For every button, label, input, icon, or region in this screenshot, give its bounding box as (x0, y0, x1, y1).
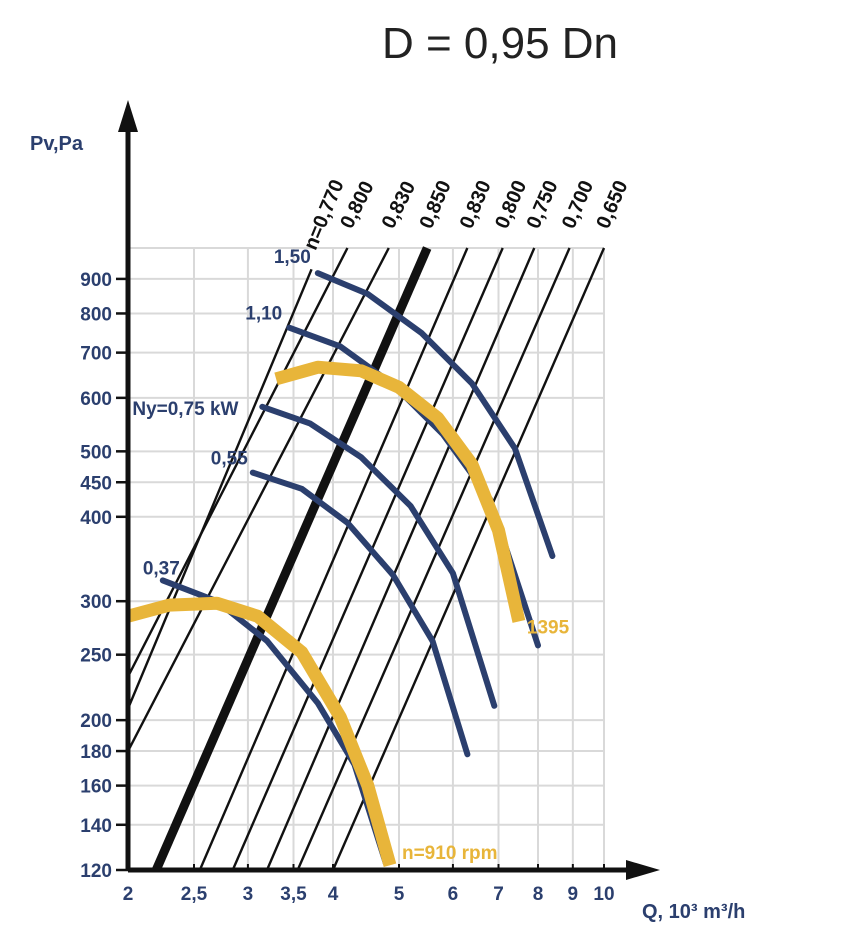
y-tick-label: 250 (80, 646, 112, 667)
x-tick-label: 7 (493, 884, 504, 905)
speed-label: 1395 (527, 617, 570, 638)
efficiency-label: 0,830 (456, 177, 496, 232)
x-tick-label: 5 (394, 884, 405, 905)
efficiency-label: 0,830 (378, 178, 421, 233)
y-tick-label: 120 (80, 861, 112, 882)
chart-title: D = 0,95 Dn (382, 19, 618, 68)
y-tick-label: 400 (80, 508, 112, 529)
power-curve (314, 270, 556, 559)
y-tick-label: 140 (80, 816, 112, 837)
y-tick-label: 500 (80, 442, 112, 463)
power-curve (249, 469, 471, 758)
x-tick-labels: 2 2,5 3 3,5 4 5 6 7 8 9 10 (123, 884, 615, 905)
y-tick-label: 800 (80, 304, 112, 325)
efficiency-line (128, 268, 313, 710)
power-label: 1,10 (245, 304, 282, 325)
efficiency-line (152, 246, 432, 870)
y-tick-label: 700 (80, 344, 112, 365)
power-label: Ny=0,75 kW (132, 399, 238, 420)
x-tick-label: 6 (448, 884, 459, 905)
efficiency-line (296, 247, 571, 870)
speed-curves (126, 360, 526, 867)
x-tick-label: 4 (328, 884, 339, 905)
efficiency-line (265, 247, 536, 870)
x-tick-label: 2 (123, 884, 134, 905)
y-tick-label: 450 (80, 473, 112, 494)
power-label: 0,37 (143, 558, 180, 579)
x-tick-label: 3,5 (280, 884, 307, 905)
x-tick-label: 10 (593, 884, 614, 905)
y-tick-label: 200 (80, 711, 112, 732)
efficiency-label: 0,650 (592, 177, 632, 232)
efficiency-lines (128, 246, 606, 870)
y-axis-arrow (118, 100, 138, 132)
x-tick-label: 3 (243, 884, 254, 905)
speed-curve (274, 360, 526, 623)
x-axis-arrow (626, 860, 660, 880)
speed-label: n=910 rpm (402, 843, 498, 864)
efficiency-line (128, 247, 390, 752)
power-label: 0,55 (211, 449, 248, 470)
efficiency-line (198, 247, 469, 870)
y-axis-label: Pv,Pa (30, 133, 84, 155)
x-tick-label: 8 (533, 884, 544, 905)
y-tick-label: 900 (80, 270, 112, 291)
efficiency-line (231, 247, 504, 870)
x-tick-label: 9 (568, 884, 579, 905)
y-tick-label: 300 (80, 592, 112, 613)
axes (116, 100, 660, 880)
efficiency-label: 0,850 (416, 177, 456, 232)
x-axis-label: Q, 10³ m³/h (642, 901, 745, 923)
speed-curve (126, 596, 397, 867)
x-tick-label: 2,5 (181, 884, 208, 905)
y-tick-labels: 120 140 160 180 200 250 300 400 450 500 600 700 800 9… (80, 270, 112, 882)
y-tick-label: 180 (80, 742, 112, 763)
efficiency-line (331, 247, 606, 870)
power-label: 1,50 (274, 247, 311, 268)
y-tick-label: 160 (80, 777, 112, 798)
y-tick-label: 600 (80, 389, 112, 410)
power-curve (259, 403, 498, 709)
